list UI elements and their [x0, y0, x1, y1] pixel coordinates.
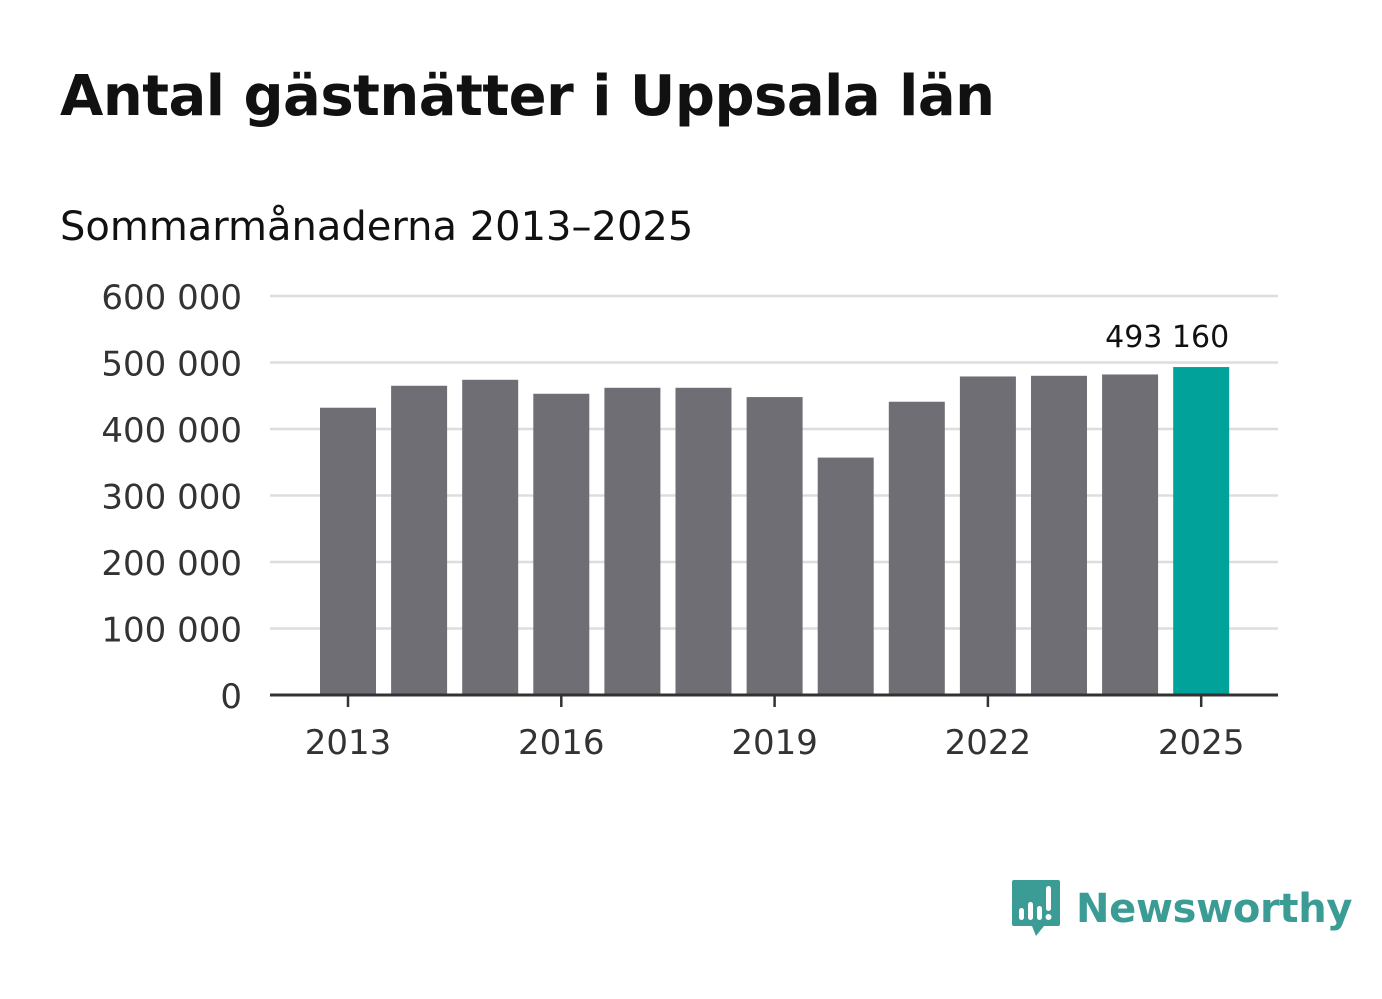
bar-2024: [1102, 374, 1159, 695]
bar-2020: [817, 457, 874, 695]
y-tick-label: 0: [220, 677, 242, 717]
bar-2013: [320, 407, 376, 695]
bar-2015: [462, 379, 519, 695]
y-tick-label: 300 000: [101, 478, 242, 518]
x-tick-label: 2013: [305, 723, 392, 763]
axes: [270, 693, 1278, 707]
x-tick-label: 2016: [518, 723, 605, 763]
bar-2014: [391, 385, 448, 695]
newsworthy-logo-icon: [1012, 880, 1060, 936]
chart-subtitle: Sommarmånaderna 2013–2025: [60, 204, 694, 250]
bar-2019: [746, 397, 803, 695]
newsworthy-logo: Newsworthy: [1010, 878, 1353, 940]
x-tick-label: 2022: [945, 723, 1032, 763]
labels: 0 100 000 200 000 300 000 400 000 500 000 600 …: [101, 278, 1244, 763]
data-label: 493 160: [1105, 320, 1229, 355]
bar-2017: [604, 387, 661, 695]
y-tick-label: 500 000: [101, 345, 242, 385]
bar-2022: [959, 376, 1016, 695]
y-tick-label: 400 000: [101, 411, 242, 451]
bar-2021: [888, 401, 945, 695]
bar-2023: [1031, 375, 1087, 695]
y-tick-label: 200 000: [101, 544, 242, 584]
bar-2016: [533, 393, 590, 695]
x-tick-label: 2025: [1158, 723, 1245, 763]
y-tick-label: 100 000: [101, 611, 242, 651]
x-tick-label: 2019: [731, 723, 818, 763]
bar-2018: [675, 387, 732, 695]
y-tick-label: 600 000: [101, 278, 242, 318]
bar-2025: [1173, 367, 1230, 695]
bars: [320, 367, 1230, 695]
brand-name: Newsworthy: [1076, 886, 1353, 932]
chart-title: Antal gästnätter i Uppsala län: [60, 64, 995, 129]
